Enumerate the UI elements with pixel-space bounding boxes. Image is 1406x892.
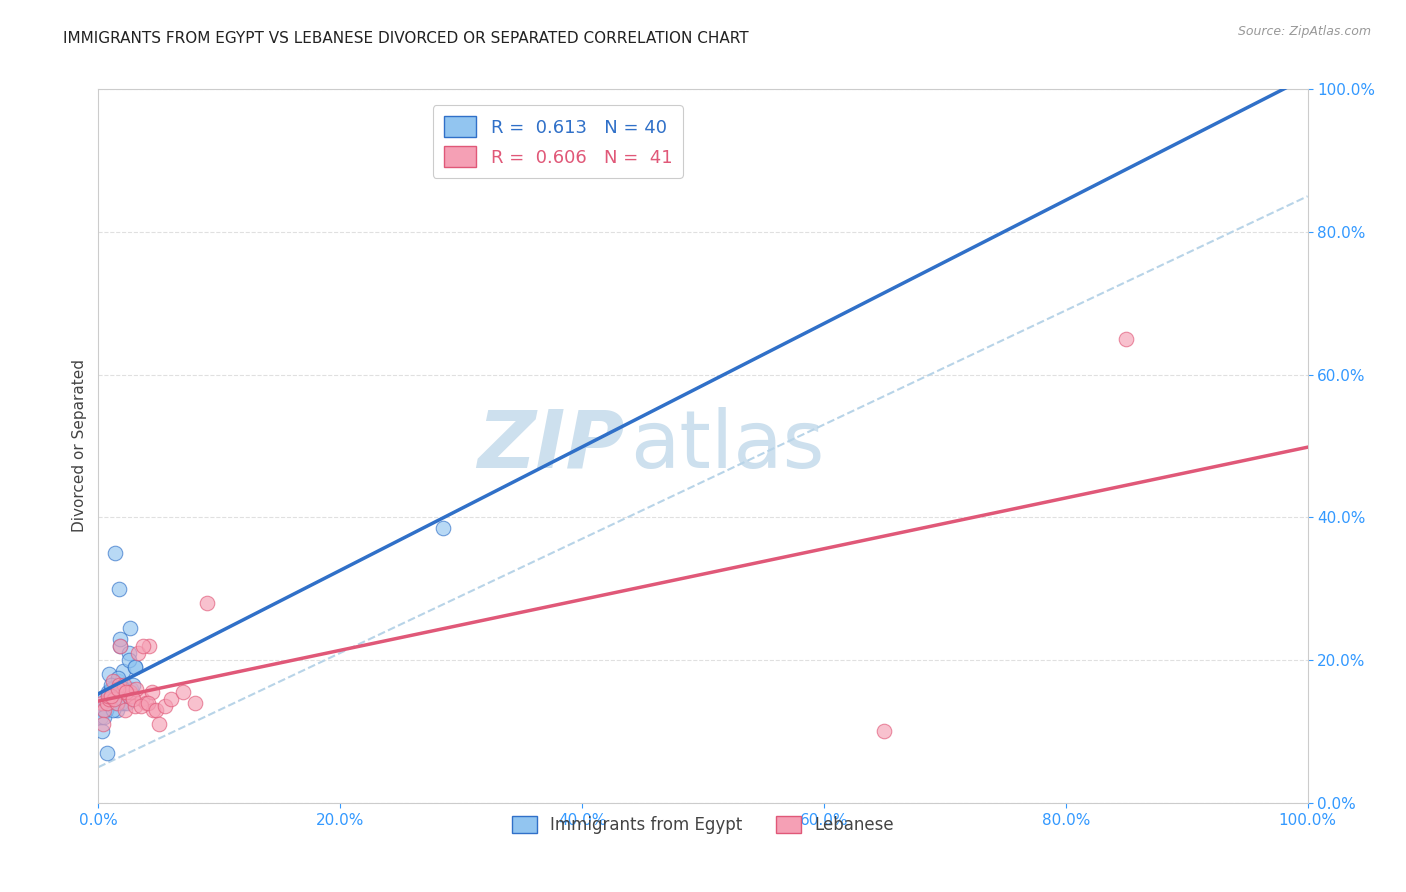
Point — [114, 681, 136, 696]
Point — [100, 678, 122, 692]
Point — [124, 660, 146, 674]
Text: IMMIGRANTS FROM EGYPT VS LEBANESE DIVORCED OR SEPARATED CORRELATION CHART: IMMIGRANTS FROM EGYPT VS LEBANESE DIVORC… — [63, 31, 749, 46]
Point — [101, 703, 124, 717]
Point — [115, 689, 138, 703]
Point — [90, 710, 112, 724]
Point — [112, 678, 135, 692]
Point — [93, 692, 115, 706]
Text: Source: ZipAtlas.com: Source: ZipAtlas.com — [1237, 25, 1371, 38]
Text: atlas: atlas — [630, 407, 825, 485]
Point — [118, 689, 141, 703]
Point — [111, 664, 134, 678]
Point — [127, 646, 149, 660]
Point — [93, 703, 115, 717]
Point — [118, 621, 141, 635]
Point — [104, 546, 127, 560]
Point — [115, 685, 138, 699]
Point — [112, 696, 135, 710]
Point — [114, 703, 136, 717]
Point — [122, 678, 145, 692]
Point — [184, 696, 207, 710]
Point — [108, 632, 131, 646]
Point — [108, 678, 131, 692]
Point — [97, 689, 120, 703]
Point — [100, 681, 122, 696]
Point — [148, 717, 170, 731]
Point — [195, 596, 218, 610]
Point — [117, 696, 139, 710]
Point — [114, 685, 136, 699]
Point — [111, 681, 134, 696]
Point — [145, 703, 167, 717]
Point — [105, 696, 128, 710]
Point — [103, 689, 125, 703]
Point — [153, 699, 176, 714]
Point — [103, 692, 125, 706]
Point — [105, 703, 128, 717]
Point — [131, 692, 153, 706]
Point — [96, 746, 118, 760]
Point — [172, 685, 194, 699]
Point — [97, 685, 120, 699]
Point — [118, 646, 141, 660]
Legend: Immigrants from Egypt, Lebanese: Immigrants from Egypt, Lebanese — [505, 809, 901, 841]
Point — [108, 582, 131, 596]
Point — [142, 703, 165, 717]
Point — [125, 681, 148, 696]
Point — [101, 674, 124, 689]
Point — [108, 639, 131, 653]
Point — [129, 699, 152, 714]
Point — [136, 696, 159, 710]
Point — [107, 681, 129, 696]
Point — [122, 692, 145, 706]
Point — [138, 639, 160, 653]
Point — [100, 681, 122, 696]
Point — [873, 724, 896, 739]
Y-axis label: Divorced or Separated: Divorced or Separated — [72, 359, 87, 533]
Point — [105, 696, 128, 710]
Point — [132, 639, 155, 653]
Point — [91, 717, 114, 731]
Point — [118, 685, 141, 699]
Point — [96, 696, 118, 710]
Point — [100, 689, 122, 703]
Point — [97, 689, 120, 703]
Point — [107, 671, 129, 685]
Point — [160, 692, 183, 706]
Point — [91, 696, 114, 710]
Point — [118, 653, 141, 667]
Point — [91, 703, 114, 717]
Text: ZIP: ZIP — [477, 407, 624, 485]
Point — [108, 639, 131, 653]
Point — [98, 667, 121, 681]
Point — [91, 724, 114, 739]
Point — [111, 685, 134, 699]
Point — [432, 521, 454, 535]
Point — [120, 681, 142, 696]
Point — [98, 692, 121, 706]
Point — [110, 696, 132, 710]
Point — [135, 696, 157, 710]
Point — [94, 703, 117, 717]
Point — [124, 699, 146, 714]
Point — [124, 660, 146, 674]
Point — [101, 696, 124, 710]
Point — [121, 689, 143, 703]
Point — [93, 710, 115, 724]
Point — [107, 674, 129, 689]
Point — [1115, 332, 1137, 346]
Point — [141, 685, 163, 699]
